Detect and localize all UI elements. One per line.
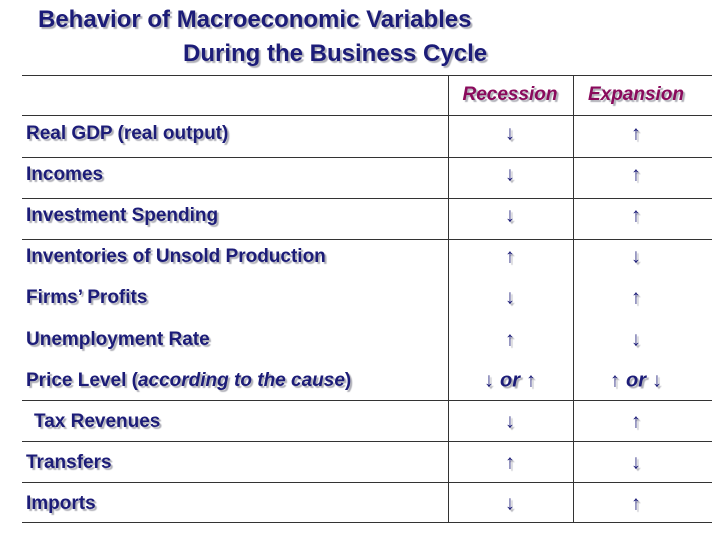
title-line: During the Business Cycle	[183, 40, 488, 67]
row-label: Real GDP (real output)	[26, 123, 229, 144]
row-label: Price Level (according to the cause)	[26, 370, 351, 392]
row-divider	[22, 441, 712, 442]
text-part: )	[344, 369, 352, 391]
trend-arrow: ↓	[631, 451, 641, 474]
trend-arrow: ↓	[505, 286, 515, 309]
trend-arrow: ↑	[505, 451, 515, 474]
row-label: Tax Revenues	[34, 410, 161, 432]
row-label: Investment Spending	[26, 205, 219, 227]
trend-arrow: ↓	[505, 410, 515, 433]
row-divider	[22, 157, 712, 158]
row-label: Imports	[26, 492, 96, 514]
text-part: or	[500, 369, 520, 392]
trend-arrow: ↓	[505, 492, 515, 515]
trend-cell: ↓ or ↑	[484, 369, 536, 392]
row-divider	[22, 239, 712, 240]
row-divider	[22, 198, 712, 199]
trend-arrow: ↑	[505, 328, 515, 350]
text-part: ↓	[652, 369, 662, 392]
column-divider	[573, 75, 574, 522]
row-label: Transfers	[26, 451, 112, 473]
row-divider	[22, 482, 712, 483]
row-divider	[22, 522, 712, 523]
trend-arrow: ↑	[631, 122, 641, 145]
text-part: or	[626, 369, 646, 392]
trend-arrow: ↑	[631, 410, 641, 433]
row-label: Inventories of Unsold Production	[26, 246, 326, 268]
text-part: ↓	[484, 369, 494, 392]
text-part: ↑	[526, 369, 536, 392]
trend-arrow: ↑	[631, 492, 641, 515]
row-divider	[22, 400, 712, 401]
trend-arrow: ↓	[631, 328, 641, 350]
trend-cell: ↑ or ↓	[610, 369, 662, 392]
trend-arrow: ↑	[505, 245, 515, 268]
column-header: Expansion	[587, 84, 685, 105]
row-divider	[22, 115, 712, 116]
row-label: Incomes	[26, 164, 104, 186]
column-header: Recession	[462, 84, 558, 105]
title-line: Behavior of Macroeconomic Variables	[38, 6, 472, 33]
row-divider	[22, 75, 712, 76]
text-part: Price Level (	[26, 369, 138, 391]
trend-arrow: ↑	[631, 204, 641, 227]
row-label: Firms’ Profits	[26, 287, 148, 309]
trend-arrow: ↓	[631, 245, 641, 268]
trend-arrow: ↑	[631, 163, 641, 186]
column-divider	[448, 75, 449, 522]
text-part: ↑	[610, 369, 620, 392]
text-part: according to the cause	[137, 369, 345, 391]
trend-arrow: ↑	[631, 286, 641, 309]
trend-arrow: ↓	[505, 163, 515, 186]
trend-arrow: ↓	[505, 204, 515, 227]
trend-arrow: ↓	[505, 122, 515, 145]
row-label: Unemployment Rate	[26, 328, 210, 350]
